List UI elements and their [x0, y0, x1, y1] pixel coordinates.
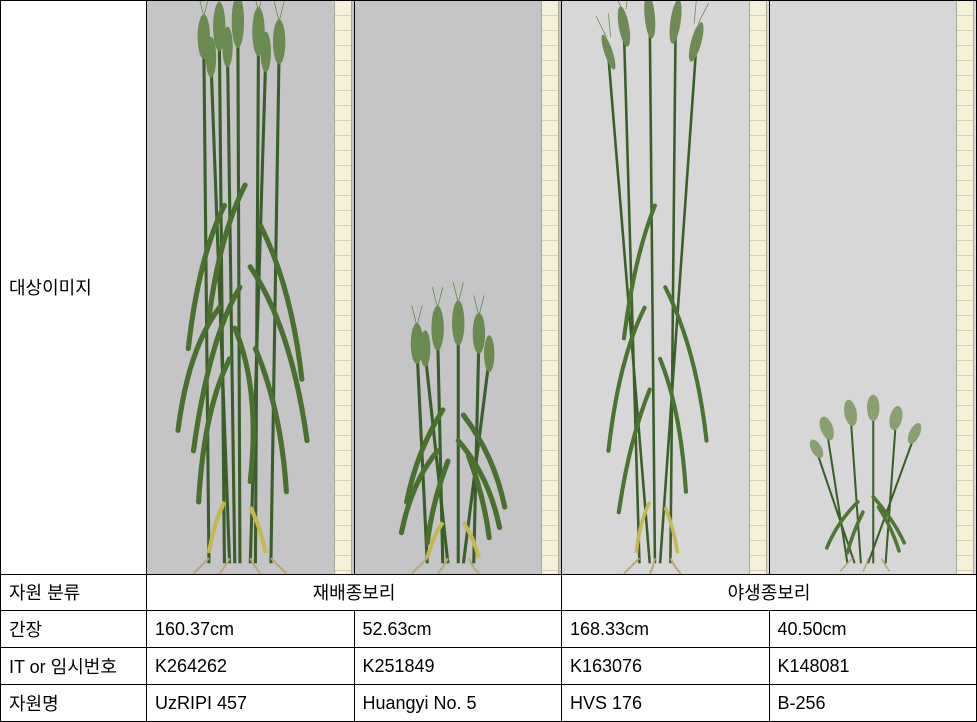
height-2: 52.63cm [354, 611, 562, 648]
ruler-3 [749, 1, 767, 574]
image-row: 대상이미지 [1, 1, 977, 575]
plant-svg-2 [355, 1, 562, 574]
id-row: IT or 임시번호 K264262 K251849 K163076 K1480… [1, 648, 977, 685]
row-label-classification: 자원 분류 [1, 574, 147, 611]
id-3: K163076 [562, 648, 770, 685]
ruler-1 [334, 1, 352, 574]
id-4: K148081 [769, 648, 977, 685]
classification-cultivated: 재배종보리 [147, 574, 562, 611]
row-label-name: 자원명 [1, 685, 147, 722]
plant-image-2 [354, 1, 562, 575]
name-row: 자원명 UzRIPI 457 Huangyi No. 5 HVS 176 B-2… [1, 685, 977, 722]
name-2: Huangyi No. 5 [354, 685, 562, 722]
id-1: K264262 [147, 648, 355, 685]
height-3: 168.33cm [562, 611, 770, 648]
row-label-image: 대상이미지 [1, 1, 147, 575]
name-3: HVS 176 [562, 685, 770, 722]
plant-svg-3 [562, 1, 769, 574]
classification-wild: 야생종보리 [562, 574, 977, 611]
classification-row: 자원 분류 재배종보리 야생종보리 [1, 574, 977, 611]
row-label-id: IT or 임시번호 [1, 648, 147, 685]
name-4: B-256 [769, 685, 977, 722]
ruler-4 [956, 1, 974, 574]
name-1: UzRIPI 457 [147, 685, 355, 722]
row-label-height: 간장 [1, 611, 147, 648]
data-table: 대상이미지 [0, 0, 977, 722]
plant-svg-1 [147, 1, 354, 574]
plant-image-1 [147, 1, 355, 575]
height-row: 간장 160.37cm 52.63cm 168.33cm 40.50cm [1, 611, 977, 648]
id-2: K251849 [354, 648, 562, 685]
height-1: 160.37cm [147, 611, 355, 648]
plant-comparison-table: 대상이미지 [0, 0, 977, 722]
plant-svg-4 [770, 1, 977, 574]
plant-image-4 [769, 1, 977, 575]
plant-image-3 [562, 1, 770, 575]
height-4: 40.50cm [769, 611, 977, 648]
ruler-2 [541, 1, 559, 574]
